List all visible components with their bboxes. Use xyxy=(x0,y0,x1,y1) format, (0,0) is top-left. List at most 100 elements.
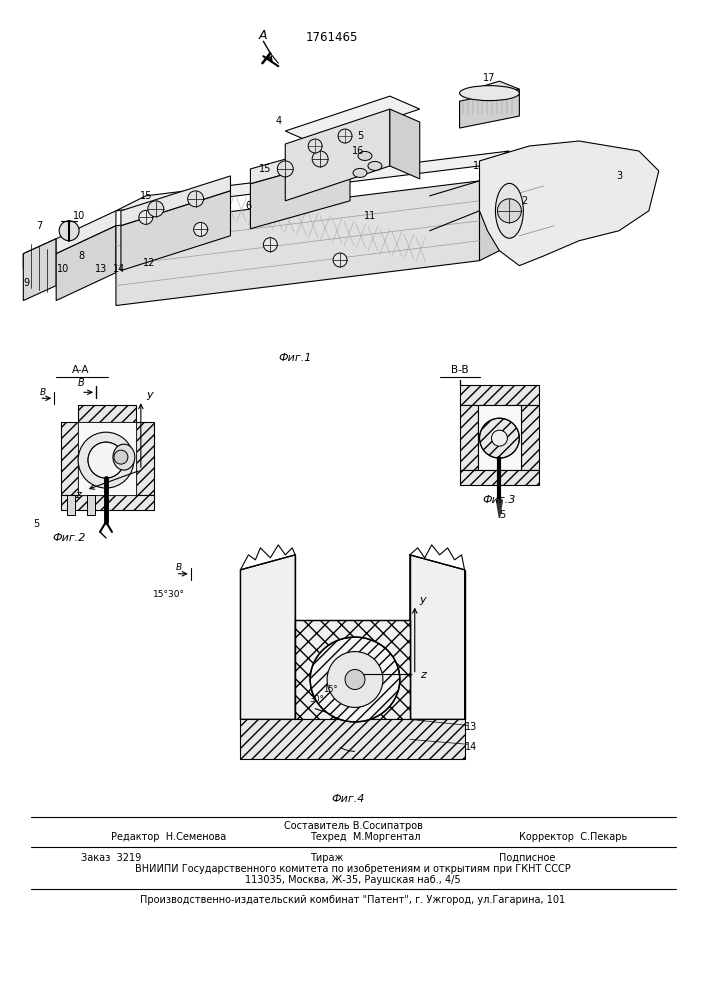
Polygon shape xyxy=(285,96,420,144)
Circle shape xyxy=(139,210,153,224)
Text: 16: 16 xyxy=(352,146,364,156)
Circle shape xyxy=(277,161,293,177)
Circle shape xyxy=(263,238,277,252)
Polygon shape xyxy=(479,141,659,266)
Polygon shape xyxy=(240,555,296,719)
Text: Корректор  С.Пекарь: Корректор С.Пекарь xyxy=(520,832,628,842)
Text: Тираж: Тираж xyxy=(310,853,344,863)
Text: 1: 1 xyxy=(472,161,479,171)
Text: B: B xyxy=(40,388,46,397)
Text: y: y xyxy=(420,595,426,605)
Text: 6: 6 xyxy=(245,201,252,211)
Circle shape xyxy=(194,222,208,236)
Polygon shape xyxy=(460,385,539,405)
Text: 30°: 30° xyxy=(310,695,325,704)
Ellipse shape xyxy=(460,86,520,101)
Polygon shape xyxy=(460,81,520,101)
Circle shape xyxy=(308,139,322,153)
Text: 5: 5 xyxy=(499,510,506,520)
Polygon shape xyxy=(479,166,509,261)
Text: y: y xyxy=(146,390,153,400)
Text: Фиг.4: Фиг.4 xyxy=(332,794,365,804)
Circle shape xyxy=(333,253,347,267)
Polygon shape xyxy=(250,141,350,184)
Polygon shape xyxy=(496,500,503,518)
Text: B-B: B-B xyxy=(451,365,469,375)
Text: A-A: A-A xyxy=(72,365,90,375)
Text: Заказ  3219: Заказ 3219 xyxy=(81,853,141,863)
Text: 15: 15 xyxy=(259,164,271,174)
Text: 15°: 15° xyxy=(323,685,337,694)
Polygon shape xyxy=(56,211,116,254)
Text: 14: 14 xyxy=(465,742,478,752)
Text: 2: 2 xyxy=(521,196,527,206)
Text: Фиг.1: Фиг.1 xyxy=(279,353,312,363)
Polygon shape xyxy=(477,405,521,470)
Circle shape xyxy=(187,191,204,207)
Text: 10: 10 xyxy=(57,264,69,274)
Text: 4: 4 xyxy=(275,116,281,126)
Text: 11: 11 xyxy=(364,211,376,221)
Circle shape xyxy=(345,670,365,689)
Text: B: B xyxy=(78,378,84,388)
Ellipse shape xyxy=(368,161,382,170)
Text: 13: 13 xyxy=(95,264,107,274)
Text: Фиг.2: Фиг.2 xyxy=(52,533,86,543)
Text: B: B xyxy=(175,563,182,572)
Text: 14: 14 xyxy=(113,264,125,274)
Polygon shape xyxy=(56,226,116,301)
Text: 10: 10 xyxy=(73,211,86,221)
Text: A: A xyxy=(259,29,268,42)
Text: 9: 9 xyxy=(23,278,30,288)
Text: 113035, Москва, Ж-35, Раушская наб., 4/5: 113035, Москва, Ж-35, Раушская наб., 4/5 xyxy=(245,875,461,885)
Text: 8: 8 xyxy=(78,251,84,261)
Text: 1761465: 1761465 xyxy=(305,31,358,44)
Polygon shape xyxy=(136,422,154,495)
Text: 5: 5 xyxy=(357,131,363,141)
Text: ВНИИПИ Государственного комитета по изобретениям и открытиям при ГКНТ СССР: ВНИИПИ Государственного комитета по изоб… xyxy=(135,864,571,874)
Circle shape xyxy=(498,199,521,223)
Polygon shape xyxy=(250,156,350,229)
Text: 15: 15 xyxy=(139,191,152,201)
Text: Техред  М.Моргентал: Техред М.Моргентал xyxy=(310,832,421,842)
Polygon shape xyxy=(61,422,78,495)
Text: 13: 13 xyxy=(465,722,478,732)
Polygon shape xyxy=(116,181,479,306)
Polygon shape xyxy=(78,422,136,495)
Ellipse shape xyxy=(310,637,400,722)
Circle shape xyxy=(338,129,352,143)
Text: 15°30°: 15°30° xyxy=(153,590,185,599)
Polygon shape xyxy=(240,719,464,759)
Circle shape xyxy=(327,652,383,707)
Text: Редактор  Н.Семенова: Редактор Н.Семенова xyxy=(111,832,226,842)
Polygon shape xyxy=(460,405,477,470)
Polygon shape xyxy=(521,405,539,470)
Circle shape xyxy=(78,432,134,488)
Polygon shape xyxy=(78,405,136,422)
Polygon shape xyxy=(23,239,56,301)
Text: Фиг.3: Фиг.3 xyxy=(483,495,516,505)
Text: z: z xyxy=(420,670,426,680)
Polygon shape xyxy=(116,151,509,211)
Ellipse shape xyxy=(113,444,135,470)
Polygon shape xyxy=(390,109,420,179)
Circle shape xyxy=(88,442,124,478)
Circle shape xyxy=(491,430,508,446)
Text: 17: 17 xyxy=(484,73,496,83)
Text: 7: 7 xyxy=(36,221,42,231)
Polygon shape xyxy=(410,555,464,719)
Polygon shape xyxy=(296,620,410,719)
Circle shape xyxy=(59,221,79,241)
Polygon shape xyxy=(121,191,230,271)
Polygon shape xyxy=(285,109,390,201)
Text: Подписное: Подписное xyxy=(499,853,556,863)
Polygon shape xyxy=(23,239,56,269)
Text: Составитель В.Сосипатров: Составитель В.Сосипатров xyxy=(284,821,423,831)
Text: 12: 12 xyxy=(143,258,155,268)
Circle shape xyxy=(148,201,164,217)
Ellipse shape xyxy=(358,151,372,160)
Circle shape xyxy=(114,450,128,464)
Ellipse shape xyxy=(496,183,523,238)
Text: 3: 3 xyxy=(616,171,622,181)
Polygon shape xyxy=(87,495,95,515)
